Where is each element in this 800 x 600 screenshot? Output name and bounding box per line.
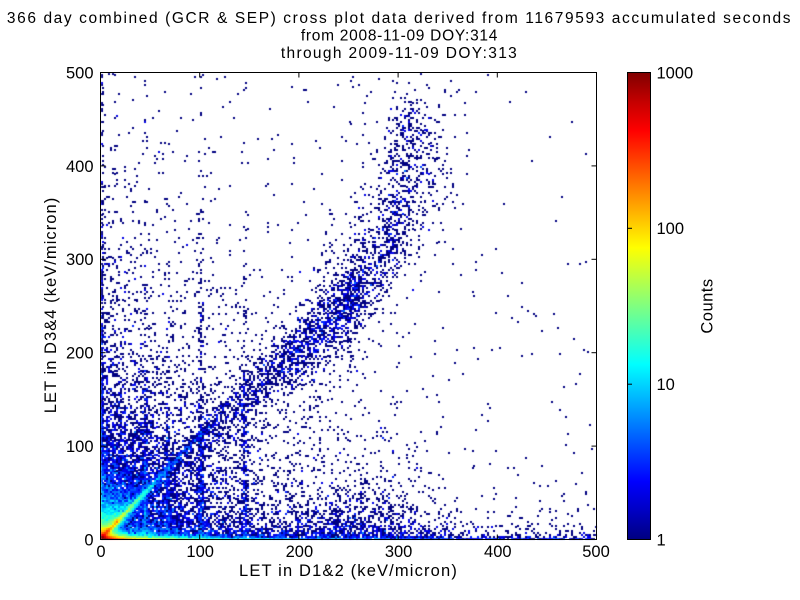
svg-text:through 2009-11-09 DOY:313: through 2009-11-09 DOY:313 xyxy=(281,45,518,62)
svg-text:LET in D3&4 (keV/micron): LET in D3&4 (keV/micron) xyxy=(42,197,60,414)
svg-text:400: 400 xyxy=(66,158,94,176)
svg-text:LET in D1&2 (keV/micron): LET in D1&2 (keV/micron) xyxy=(239,562,458,580)
svg-text:200: 200 xyxy=(286,543,314,561)
svg-text:100: 100 xyxy=(186,543,214,561)
svg-text:500: 500 xyxy=(66,64,94,82)
svg-text:500: 500 xyxy=(582,543,610,561)
svg-text:300: 300 xyxy=(385,543,413,561)
svg-text:1: 1 xyxy=(657,531,666,549)
svg-text:10: 10 xyxy=(657,376,675,394)
svg-text:1000: 1000 xyxy=(657,64,694,82)
svg-text:200: 200 xyxy=(66,345,94,363)
svg-text:0: 0 xyxy=(96,543,105,561)
svg-text:366 day combined (GCR & SEP) c: 366 day combined (GCR & SEP) cross plot … xyxy=(7,10,792,27)
svg-text:100: 100 xyxy=(657,220,685,238)
svg-text:0: 0 xyxy=(84,531,93,549)
svg-text:from 2008-11-09 DOY:314: from 2008-11-09 DOY:314 xyxy=(301,28,498,45)
svg-text:400: 400 xyxy=(484,543,512,561)
svg-text:300: 300 xyxy=(66,251,94,269)
svg-text:Counts: Counts xyxy=(699,278,717,333)
svg-text:100: 100 xyxy=(66,438,94,456)
